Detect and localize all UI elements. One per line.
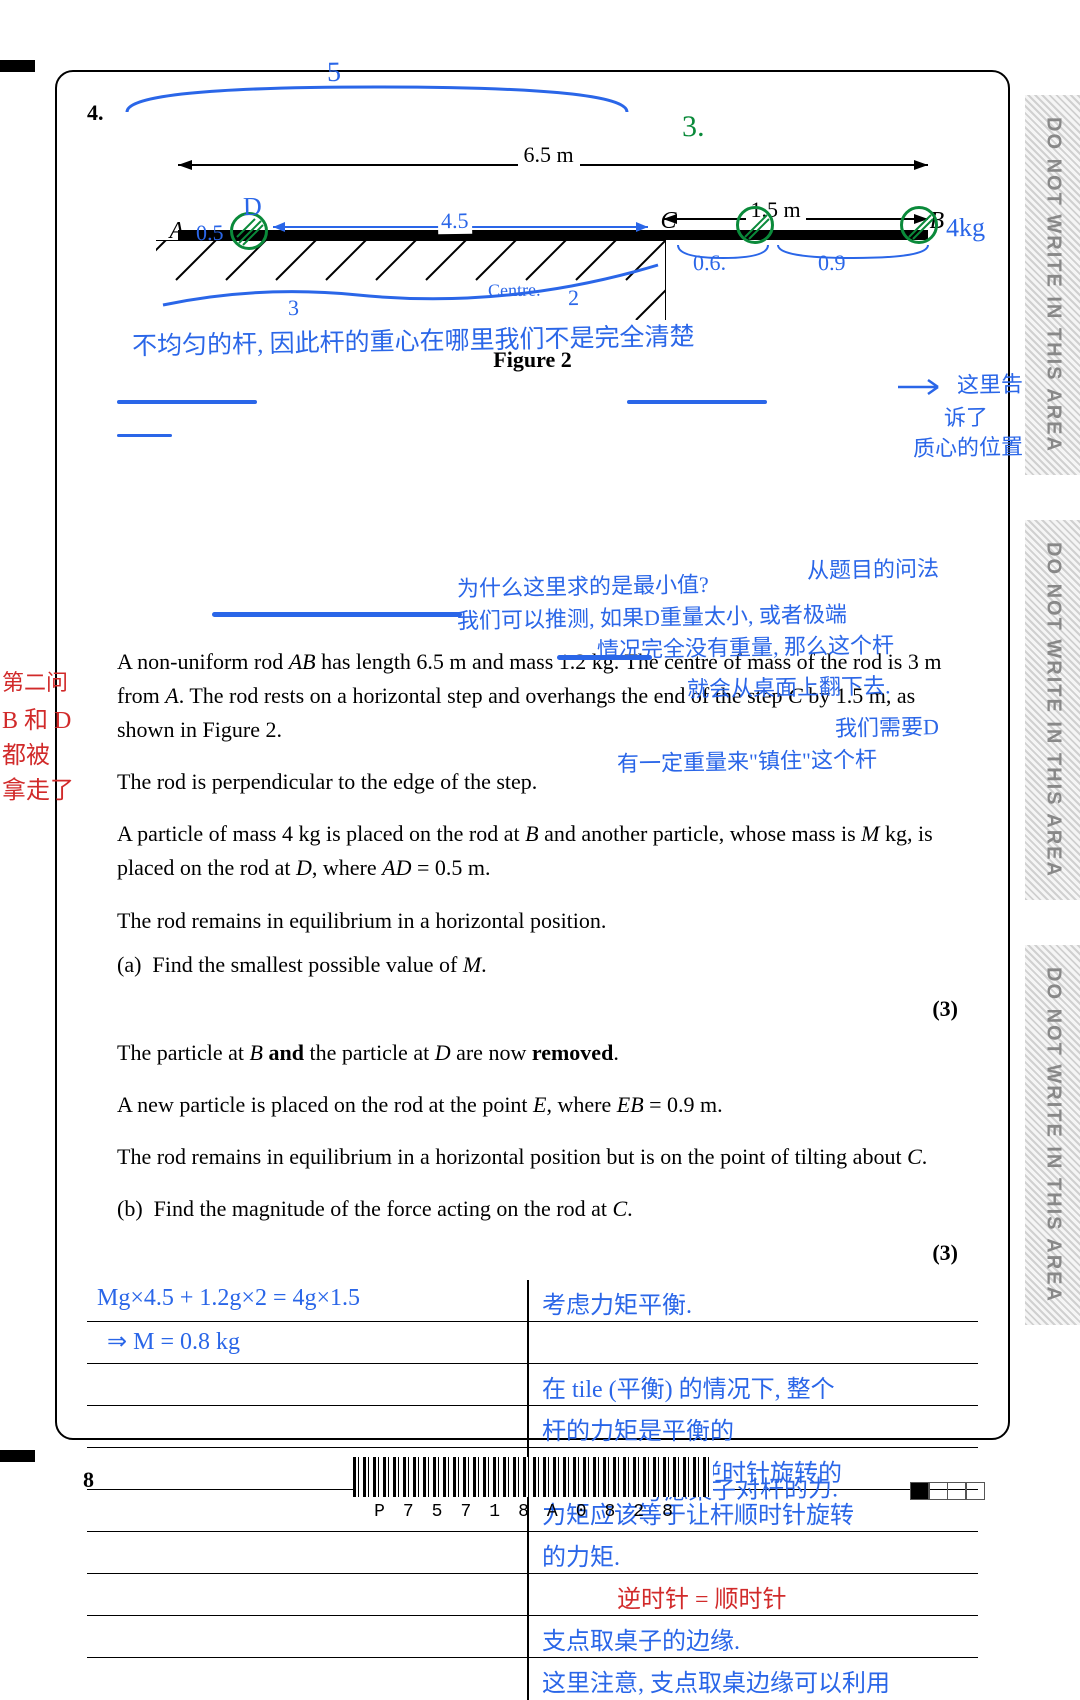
page-number: 8: [83, 1467, 94, 1493]
sidebar-text-1: DO NOT WRITE IN THIS AREA: [1041, 117, 1064, 453]
part-a-marks: (3): [117, 992, 968, 1026]
annot-why2: 从题目的问法: [807, 551, 940, 585]
rule-row: ⇒ M = 0.8 kg: [87, 1322, 978, 1364]
annot-ul-smallest: [212, 612, 462, 617]
part-b-marks: (3): [117, 1236, 968, 1270]
spine-mark-bottom: [0, 1450, 35, 1462]
annot-D: D: [242, 192, 261, 222]
annot-three: 3: [287, 295, 298, 321]
annot-p6: 就会从桌面上翻下去.: [687, 668, 891, 704]
point-C-label: C: [661, 208, 677, 235]
annot-p5: 情况完全没有重量, 那么这个杆: [597, 627, 895, 664]
annot-left-q2a: 第二问: [2, 665, 68, 697]
annot-why1: 为什么这里求的是最小值?: [457, 567, 709, 603]
annot-centre: Centre.: [487, 280, 540, 302]
sidebar-text-3: DO NOT WRITE IN THIS AREA: [1041, 967, 1064, 1303]
sidebar-text-2: DO NOT WRITE IN THIS AREA: [1041, 542, 1064, 878]
rule-row: 支点取桌子的边缘.: [87, 1616, 978, 1658]
work-rt-3: 杆的力矩是平衡的: [542, 1411, 734, 1446]
work-rt-8: 支点取桌子的边缘.: [542, 1621, 740, 1656]
annot-p7b: 有一定重量来"镇住"这个杆: [617, 742, 877, 779]
total-length-label: 6.5 m: [518, 142, 580, 168]
annot-under-curve: [158, 255, 678, 325]
work-line-1: Mg×4.5 + 1.2g×2 = 4g×1.5: [97, 1285, 360, 1312]
rule-row: 的力矩.: [87, 1532, 978, 1574]
annot-side1c: 质心的位置: [913, 429, 1024, 463]
work-rt-9: 这里注意, 支点取桌边缘可以利用: [542, 1663, 890, 1698]
question-number: 4.: [87, 100, 104, 126]
work-rt-1: 考虑力矩平衡.: [542, 1285, 692, 1320]
part-a: (a) Find the smallest possible value of …: [117, 948, 968, 982]
barcode-text: P75718A0828: [353, 1502, 713, 1522]
para-4: The rod remains in equilibrium in a hori…: [117, 904, 968, 938]
barcode-bars: [353, 1457, 713, 1497]
annot-05: 0.5: [195, 220, 223, 246]
para-5: The particle at B and the particle at D …: [117, 1036, 968, 1070]
annot-two: 2: [567, 285, 578, 311]
annot-4kg: 4kg: [945, 213, 985, 244]
annot-side1a: 这里告: [957, 366, 1024, 399]
do-not-write-sidebar: DO NOT WRITE IN THIS AREA DO NOT WRITE I…: [1025, 0, 1080, 1527]
para-6: A new particle is placed on the rod at t…: [117, 1088, 968, 1122]
rule-row: Mg×4.5 + 1.2g×2 = 4g×1.5 考虑力矩平衡.: [87, 1280, 978, 1322]
rule-row: 逆时针 = 顺时针: [87, 1574, 978, 1616]
annot-brace-09: [773, 240, 933, 265]
annot-left-q2c: 都被: [2, 735, 50, 770]
annot-circle-B: [900, 206, 938, 244]
annot-left-q2d: 拿走了: [2, 770, 74, 805]
barcode: P75718A0828: [353, 1457, 713, 1522]
rule-row: 在 tile (平衡) 的情况下, 整个: [87, 1364, 978, 1406]
para-7: The rod remains in equilibrium in a hori…: [117, 1140, 968, 1174]
annot-brace-06: [673, 240, 773, 265]
sidebar-panel-1: DO NOT WRITE IN THIS AREA: [1025, 95, 1080, 475]
progress-boxes: [911, 1482, 985, 1505]
sidebar-panel-2: DO NOT WRITE IN THIS AREA: [1025, 520, 1080, 900]
para-3: A particle of mass 4 kg is placed on the…: [117, 817, 968, 885]
page-footer: 8 P75718A0828: [55, 1457, 1010, 1512]
work-rt-7: 逆时针 = 顺时针: [617, 1579, 787, 1614]
work-line-2: ⇒ M = 0.8 kg: [107, 1327, 240, 1356]
work-rt-6: 的力矩.: [542, 1537, 620, 1572]
annot-ul-com: [627, 400, 767, 404]
question-frame: 4. 5 3. 6.5 m 1.5 m A C B: [55, 70, 1010, 1440]
rule-row: 杆的力矩是平衡的: [87, 1406, 978, 1448]
work-rt-2: 在 tile (平衡) 的情况下, 整个: [542, 1369, 835, 1404]
annot-left-q2b: B 和 D: [2, 700, 71, 735]
annot-45: 4.5: [437, 208, 471, 235]
annot-circle-mid: [736, 206, 774, 244]
annot-ul-3m: [117, 434, 172, 437]
spine-mark-top: [0, 60, 35, 72]
annot-side1b: 诉了: [944, 400, 989, 433]
annot-p7: 我们需要D: [835, 709, 939, 743]
annot-arrow-side: [893, 372, 953, 402]
annot-ul-nonuniform: [117, 400, 257, 404]
sidebar-panel-3: DO NOT WRITE IN THIS AREA: [1025, 945, 1080, 1325]
rule-row: 这里注意, 支点取桌边缘可以利用: [87, 1658, 978, 1700]
part-b: (b) Find the magnitude of the force acti…: [117, 1192, 968, 1226]
